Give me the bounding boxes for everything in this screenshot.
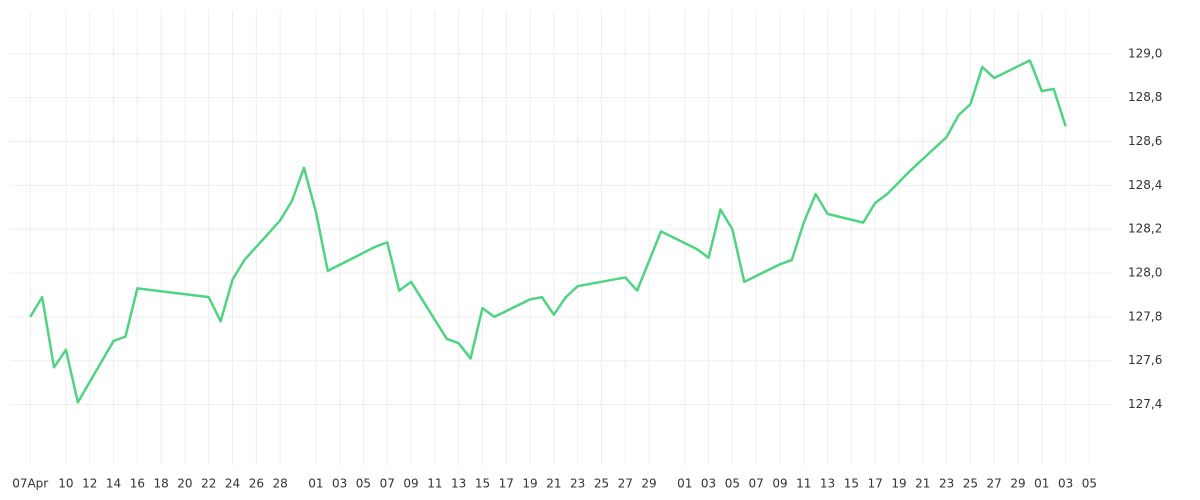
x-tick-label: 26 [249, 477, 264, 491]
x-tick-label: 15 [475, 477, 490, 491]
x-tick-label: 07 [380, 477, 395, 491]
y-tick-label: 127,6 [1128, 353, 1162, 367]
price-line [29, 59, 1067, 404]
y-tick-label: 128,4 [1128, 178, 1162, 192]
x-tick-label: 12 [82, 477, 97, 491]
x-tick-label: 17 [868, 477, 883, 491]
x-tick-label: 25 [963, 477, 978, 491]
x-tick-label: 01 [1034, 477, 1049, 491]
x-tick-label: 29 [641, 477, 656, 491]
y-tick-label: 127,4 [1128, 397, 1162, 411]
x-tick-label: 13 [451, 477, 466, 491]
x-tick-label: 14 [106, 477, 121, 491]
x-tick-label: 05 [1082, 477, 1097, 491]
x-tick-label: 13 [820, 477, 835, 491]
x-tick-label: 16 [130, 477, 145, 491]
x-tick-label: 23 [570, 477, 585, 491]
x-tick-label: 19 [891, 477, 906, 491]
x-tick-label: 05 [725, 477, 740, 491]
x-tick-label: 11 [427, 477, 442, 491]
x-tick-label: 03 [1058, 477, 1073, 491]
y-tick-label: 128,0 [1128, 266, 1162, 280]
x-tick-label: 03 [332, 477, 347, 491]
x-tick-label: 19 [522, 477, 537, 491]
x-tick-label: 27 [987, 477, 1002, 491]
x-tick-label: 03 [701, 477, 716, 491]
x-tick-label: 22 [201, 477, 216, 491]
x-tick-label: 05 [356, 477, 371, 491]
y-tick-label: 128,8 [1128, 90, 1162, 104]
x-tick-label: 07 [749, 477, 764, 491]
x-tick-label: 01 [308, 477, 323, 491]
x-tick-label: 09 [403, 477, 418, 491]
x-tick-label: 20 [177, 477, 192, 491]
y-tick-label: 128,2 [1128, 222, 1162, 236]
x-tick-label: 07Apr [12, 477, 48, 491]
x-tick-label: 24 [225, 477, 240, 491]
x-tick-label: 27 [618, 477, 633, 491]
x-tick-label: 21 [915, 477, 930, 491]
y-tick-label: 127,8 [1128, 309, 1162, 323]
y-tick-label: 129,0 [1128, 46, 1162, 60]
x-tick-label: 17 [499, 477, 514, 491]
x-tick-label: 10 [58, 477, 73, 491]
x-tick-label: 28 [273, 477, 288, 491]
x-tick-label: 15 [844, 477, 859, 491]
x-tick-label: 18 [153, 477, 168, 491]
x-tick-label: 11 [796, 477, 811, 491]
x-tick-label: 09 [772, 477, 787, 491]
x-tick-label: 23 [939, 477, 954, 491]
x-tick-label: 29 [1010, 477, 1025, 491]
x-tick-label: 01 [677, 477, 692, 491]
y-tick-label: 128,6 [1128, 134, 1162, 148]
x-tick-label: 21 [546, 477, 561, 491]
x-tick-label: 25 [594, 477, 609, 491]
